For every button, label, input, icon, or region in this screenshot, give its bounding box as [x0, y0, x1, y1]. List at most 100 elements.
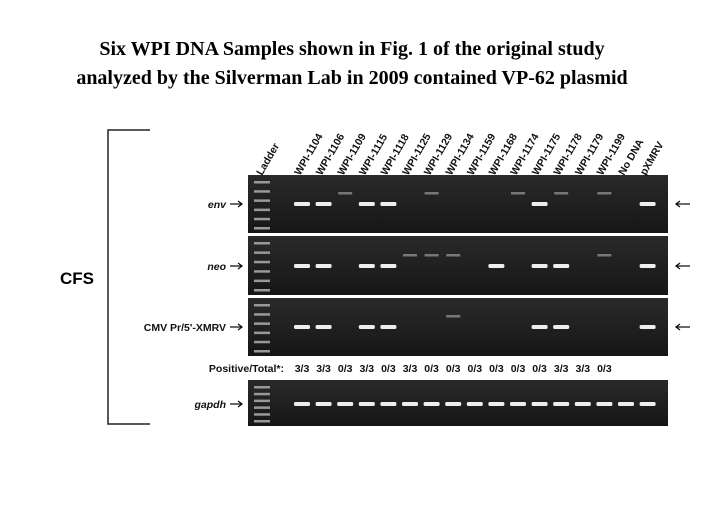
- positive-total-value: 3/3: [403, 363, 418, 375]
- row-label: gapdh: [194, 399, 227, 411]
- band: [294, 402, 310, 406]
- ladder-band: [254, 217, 270, 221]
- band: [553, 264, 570, 268]
- band: [358, 202, 375, 206]
- ladder-band: [254, 322, 270, 325]
- ladder-band: [254, 340, 270, 344]
- ladder-band: [254, 420, 270, 423]
- faint-band: [446, 254, 461, 257]
- band: [596, 402, 613, 406]
- faint-band: [424, 192, 439, 195]
- band: [488, 402, 505, 406]
- band: [531, 325, 548, 329]
- positive-total-value: 3/3: [575, 363, 590, 375]
- band: [423, 402, 440, 406]
- title-line: analyzed by the Silverman Lab in 2009 co…: [76, 67, 627, 89]
- band: [294, 325, 310, 329]
- faint-band: [338, 192, 353, 195]
- band-arrow: [674, 323, 690, 331]
- ladder-band: [254, 392, 270, 396]
- band: [510, 402, 526, 406]
- band-arrow: [674, 262, 690, 270]
- ladder-band: [254, 181, 270, 184]
- faint-band: [597, 254, 612, 257]
- title-line: Six WPI DNA Samples shown in Fig. 1 of t…: [99, 38, 604, 60]
- positive-total-value: 3/3: [359, 363, 374, 375]
- ladder-band: [254, 304, 270, 307]
- band: [639, 325, 656, 329]
- band: [337, 402, 354, 406]
- positive-total-value: 0/3: [338, 363, 353, 375]
- ladder-band: [254, 289, 270, 292]
- band: [553, 402, 570, 406]
- row-arrow: [230, 200, 244, 208]
- bracket: [107, 129, 150, 425]
- gel-panel: [248, 175, 668, 233]
- gel-panel: [248, 298, 668, 356]
- ladder-band: [254, 350, 270, 353]
- band: [315, 264, 332, 268]
- band: [380, 202, 397, 206]
- band: [380, 402, 397, 406]
- band: [380, 325, 397, 329]
- row-arrow: [230, 323, 244, 331]
- faint-band: [511, 192, 525, 195]
- gel-panels: [248, 175, 668, 426]
- ladder-band: [254, 413, 270, 416]
- band: [639, 402, 656, 406]
- band: [639, 264, 656, 268]
- band: [553, 325, 570, 329]
- band: [294, 202, 310, 206]
- band: [574, 402, 591, 406]
- row-label: neo: [207, 261, 226, 273]
- ladder-band: [254, 313, 270, 316]
- group-label: CFS: [60, 269, 94, 288]
- ladder-band: [254, 270, 270, 273]
- ladder-band: [254, 227, 270, 230]
- band: [531, 202, 548, 206]
- band: [488, 264, 505, 268]
- ladder-band: [254, 399, 270, 403]
- positive-total-value: 3/3: [316, 363, 331, 375]
- band: [315, 402, 332, 406]
- ladder-band: [254, 242, 270, 245]
- positive-total-value: 0/3: [489, 363, 504, 375]
- lane-label: Ladder: [254, 141, 282, 177]
- positive-total-value: 3/3: [554, 363, 569, 375]
- band: [380, 264, 397, 268]
- ladder-band: [254, 386, 270, 389]
- positive-total-label: Positive/Total*:: [209, 363, 284, 375]
- band: [445, 402, 462, 406]
- row-label: CMV Pr/5'-XMRV: [144, 322, 226, 334]
- positive-total-value: 0/3: [446, 363, 461, 375]
- row-arrow: [230, 262, 244, 270]
- band: [531, 402, 548, 406]
- gel-panel: [248, 236, 668, 295]
- positive-total-value: 0/3: [532, 363, 547, 375]
- band-arrow: [674, 200, 690, 208]
- band: [358, 325, 375, 329]
- band: [358, 402, 375, 406]
- ladder-band: [254, 208, 270, 212]
- row-arrow: [230, 400, 244, 408]
- positive-total-value: 3/3: [295, 363, 310, 375]
- band: [315, 202, 332, 206]
- positive-total-value: 0/3: [424, 363, 439, 375]
- row-label: env: [208, 199, 227, 211]
- band: [639, 202, 656, 206]
- positive-total-value: 0/3: [467, 363, 482, 375]
- faint-band: [446, 315, 461, 318]
- ladder-band: [254, 251, 270, 254]
- faint-band: [403, 254, 417, 257]
- ladder-band: [254, 190, 270, 193]
- band: [402, 402, 418, 406]
- ladder-band: [254, 331, 270, 335]
- ladder-band: [254, 279, 270, 283]
- faint-band: [554, 192, 569, 195]
- positive-total-value: 0/3: [381, 363, 396, 375]
- ladder-band: [254, 406, 270, 409]
- positive-total-value: 0/3: [597, 363, 612, 375]
- ladder-band: [254, 199, 270, 202]
- band: [315, 325, 332, 329]
